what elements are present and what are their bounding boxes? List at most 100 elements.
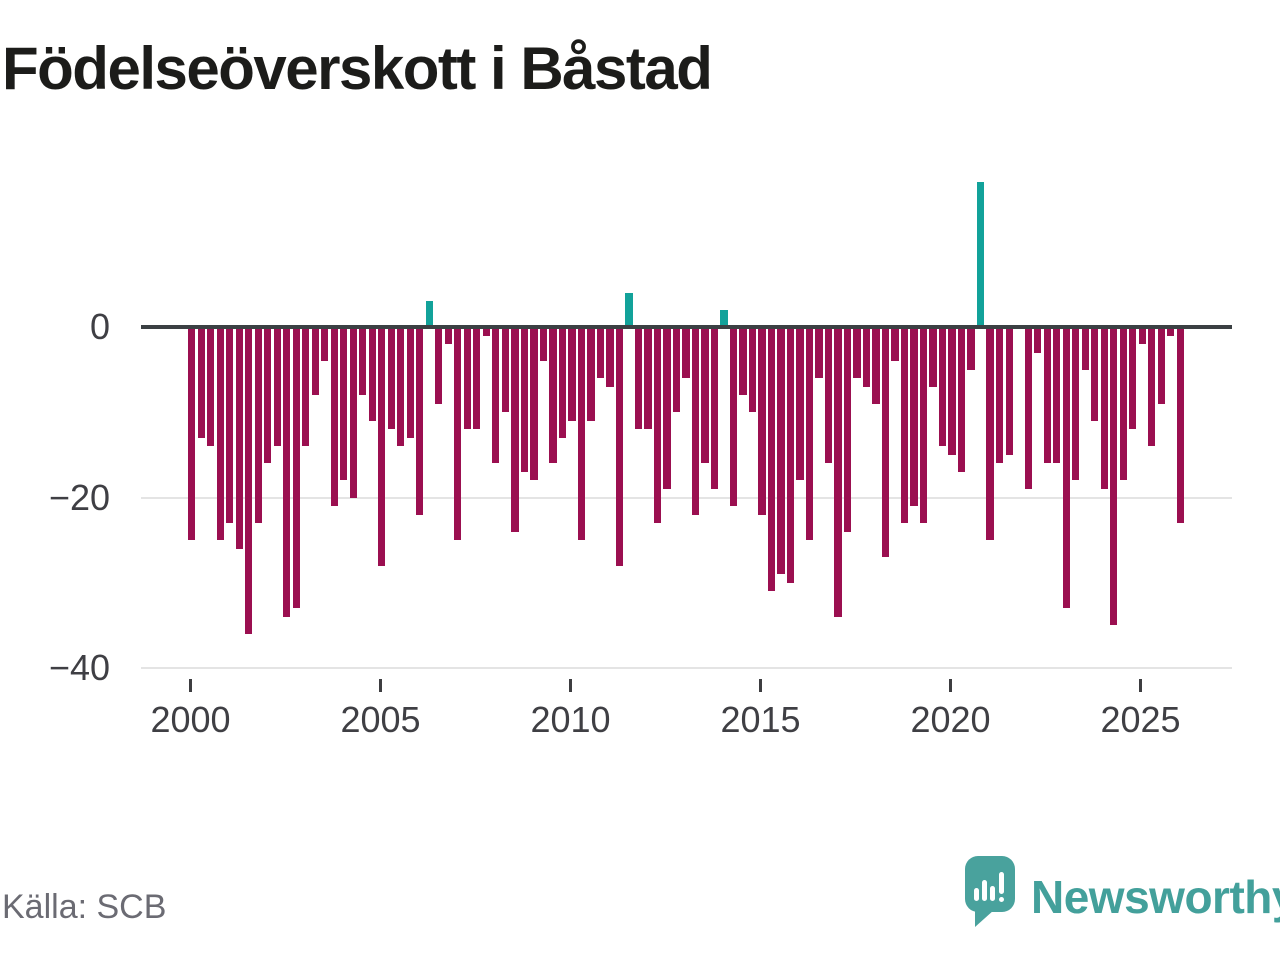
x-axis-tick-mark	[189, 679, 192, 692]
bar-negative	[349, 327, 357, 498]
bar-positive	[720, 309, 728, 327]
bar-negative	[302, 327, 310, 447]
brand-wordmark: Newsworthy	[1031, 871, 1280, 923]
bar-negative	[995, 327, 1004, 464]
bar-negative	[767, 327, 776, 592]
bar-negative	[1024, 327, 1032, 489]
bar-negative	[653, 327, 662, 524]
x-axis-tick-label: 2015	[720, 699, 801, 740]
bar-negative	[1062, 327, 1070, 609]
bar-negative	[473, 327, 481, 430]
bar-negative	[815, 327, 823, 379]
bar-negative	[359, 327, 367, 396]
bar-negative	[321, 327, 329, 362]
bar-negative	[273, 327, 281, 447]
bar-negative	[1129, 327, 1137, 430]
bar-negative	[786, 327, 795, 583]
x-axis-tick-label: 2010	[530, 699, 611, 740]
bar-negative	[520, 327, 528, 472]
bar-negative	[1167, 327, 1175, 336]
bar-negative	[235, 327, 243, 549]
bar-negative	[843, 327, 852, 532]
bar-negative	[568, 327, 576, 421]
bar-negative	[330, 327, 338, 507]
bar-negative	[549, 327, 557, 464]
bar-negative	[1148, 327, 1156, 447]
newsworthy-logo[interactable]: Newsworthy	[965, 856, 1280, 928]
bar-negative	[245, 327, 253, 634]
bar-negative	[853, 327, 861, 379]
logo-bar-icon	[990, 886, 995, 901]
bar-negative	[207, 327, 215, 447]
bar-negative	[1053, 327, 1061, 464]
bar-negative	[957, 327, 966, 472]
bar-negative	[539, 327, 548, 362]
bar-negative	[1091, 327, 1099, 421]
bar-negative	[368, 327, 376, 421]
bar-negative	[701, 327, 709, 464]
bar-negative	[501, 327, 509, 413]
bar-negative	[387, 327, 395, 430]
bar-negative	[1110, 327, 1118, 626]
bar-negative	[463, 327, 471, 430]
bar-negative	[558, 327, 567, 438]
x-axis-tick-mark	[759, 679, 762, 692]
bar-negative	[748, 327, 757, 413]
x-axis-tick-mark	[569, 679, 572, 692]
bar-negative	[1072, 327, 1080, 481]
bar-negative	[406, 327, 414, 438]
bar-negative	[1100, 327, 1108, 489]
x-axis-tick-mark	[379, 679, 382, 692]
bar-negative	[891, 327, 899, 362]
bar-negative	[577, 327, 586, 541]
bar-negative	[910, 327, 918, 507]
bar-negative	[444, 327, 452, 345]
bar-positive	[976, 182, 985, 327]
bar-negative	[1043, 327, 1051, 464]
bar-negative	[919, 327, 928, 524]
x-axis-tick-label: 2000	[150, 699, 231, 740]
bar-negative	[606, 327, 614, 387]
bar-negative	[188, 327, 196, 541]
bar-negative	[530, 327, 538, 481]
bar-negative	[938, 327, 947, 447]
bar-positive	[625, 292, 633, 327]
bar-negative	[634, 327, 643, 430]
bar-negative	[1176, 327, 1184, 524]
bar-positive	[425, 301, 433, 327]
bar-negative	[492, 327, 500, 464]
bar-negative	[216, 327, 224, 541]
bar-negative	[948, 327, 956, 455]
bar-negative	[729, 327, 738, 507]
bar-negative	[596, 327, 605, 379]
zero-axis-line	[141, 325, 1232, 329]
bar-negative	[226, 327, 234, 524]
bar-negative	[672, 327, 681, 413]
bar-negative	[311, 327, 319, 396]
newsworthy-speech-bubble-chart-icon	[965, 856, 1015, 912]
bar-negative	[796, 327, 804, 481]
bar-negative	[264, 327, 272, 464]
y-gridline	[141, 667, 1232, 669]
bar-negative	[872, 327, 880, 404]
bar-negative	[834, 327, 842, 617]
logo-bar-icon	[982, 880, 987, 901]
bar-negative	[1005, 327, 1013, 455]
bar-negative	[283, 327, 291, 617]
bar-negative	[378, 327, 386, 566]
bar-negative	[986, 327, 994, 541]
bar-negative	[805, 327, 814, 541]
source-note: Källa: SCB	[2, 888, 167, 926]
bar-negative	[758, 327, 766, 515]
bar-negative	[739, 327, 747, 396]
bar-negative	[1081, 327, 1089, 370]
logo-bubble-tail	[975, 910, 994, 927]
bar-negative	[900, 327, 909, 524]
bar-negative	[435, 327, 443, 404]
x-axis-tick-label: 2020	[910, 699, 991, 740]
logo-exclamation-icon	[999, 872, 1004, 894]
x-axis-tick-label: 2005	[340, 699, 421, 740]
bar-negative	[587, 327, 595, 421]
